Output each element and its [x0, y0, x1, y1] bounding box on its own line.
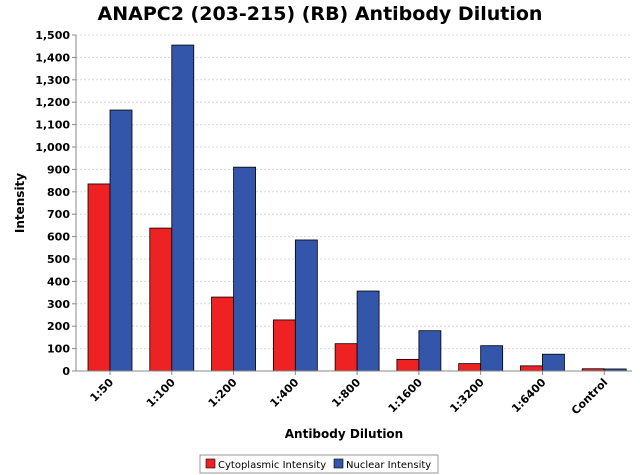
- x-tick-label: 1:800: [329, 376, 363, 410]
- nuclear-bar: [418, 330, 442, 372]
- nuclear-bar: [294, 239, 318, 372]
- cytoplasmic-bar: [149, 227, 173, 372]
- cytoplasmic-bar: [396, 358, 420, 372]
- cytoplasmic-bar: [458, 363, 482, 372]
- legend-swatch: [333, 458, 344, 469]
- x-tick-label: 1:100: [144, 376, 178, 410]
- y-tick-label: 1,500: [35, 29, 70, 42]
- y-tick-label: 300: [47, 298, 70, 311]
- nuclear-bar: [109, 109, 133, 372]
- y-tick-label: 0: [62, 365, 70, 378]
- axes: [75, 35, 632, 372]
- x-axis-ticks: 1:50 1:100 1:200 1:400 1:800 1:1600 1:3200 1:64…: [88, 371, 610, 417]
- legend-box: [199, 454, 439, 474]
- y-tick-label: 200: [47, 320, 70, 333]
- y-tick-label: 700: [47, 208, 70, 221]
- y-tick-label: 1,100: [35, 119, 70, 132]
- nuclear-bar: [233, 166, 256, 372]
- y-tick-label: 900: [47, 163, 70, 176]
- cytoplasmic-bar: [87, 183, 111, 372]
- y-tick-label: 800: [47, 186, 70, 199]
- chart-title: ANAPC2 (203-215) (RB) Antibody Dilution: [98, 3, 543, 25]
- legend-swatch: [205, 458, 216, 469]
- x-axis-label: Antibody Dilution: [285, 427, 403, 441]
- nuclear-bar: [542, 353, 565, 372]
- legend-label: Cytoplasmic Intensity: [218, 460, 326, 471]
- nuclear-bar: [356, 290, 380, 372]
- x-tick-label: 1:6400: [509, 376, 549, 416]
- x-tick-label: 1:200: [206, 376, 240, 410]
- y-tick-label: 100: [47, 343, 70, 356]
- y-tick-label: 600: [47, 231, 70, 244]
- legend-label: Nuclear Intensity: [346, 460, 431, 471]
- y-axis-label: Intensity: [13, 173, 27, 233]
- y-axis-ticks: 0 100 200 300 400 500 600 700 800 900 1,000 1,100 1,…: [35, 29, 76, 378]
- nuclear-bar: [171, 44, 195, 372]
- nuclear-bar: [480, 345, 504, 372]
- y-tick-label: 400: [47, 275, 70, 288]
- cytoplasmic-bar: [334, 343, 358, 372]
- x-tick-label: 1:50: [88, 376, 117, 405]
- cytoplasmic-bar: [272, 319, 296, 372]
- y-tick-label: 500: [47, 253, 70, 266]
- cytoplasmic-bar: [211, 296, 234, 372]
- x-tick-label: 1:1600: [386, 376, 426, 416]
- y-tick-label: 1,000: [35, 141, 70, 154]
- legend: Cytoplasmic Intensity Nuclear Intensity: [199, 454, 439, 474]
- x-tick-label: 1:3200: [447, 376, 487, 416]
- x-tick-label: 1:400: [268, 376, 302, 410]
- bars: [87, 44, 627, 372]
- y-tick-label: 1,300: [35, 74, 70, 87]
- x-tick-label: Control: [569, 376, 610, 417]
- cytoplasmic-bar: [520, 365, 543, 372]
- y-tick-label: 1,200: [35, 96, 70, 109]
- y-tick-label: 1,400: [35, 51, 70, 64]
